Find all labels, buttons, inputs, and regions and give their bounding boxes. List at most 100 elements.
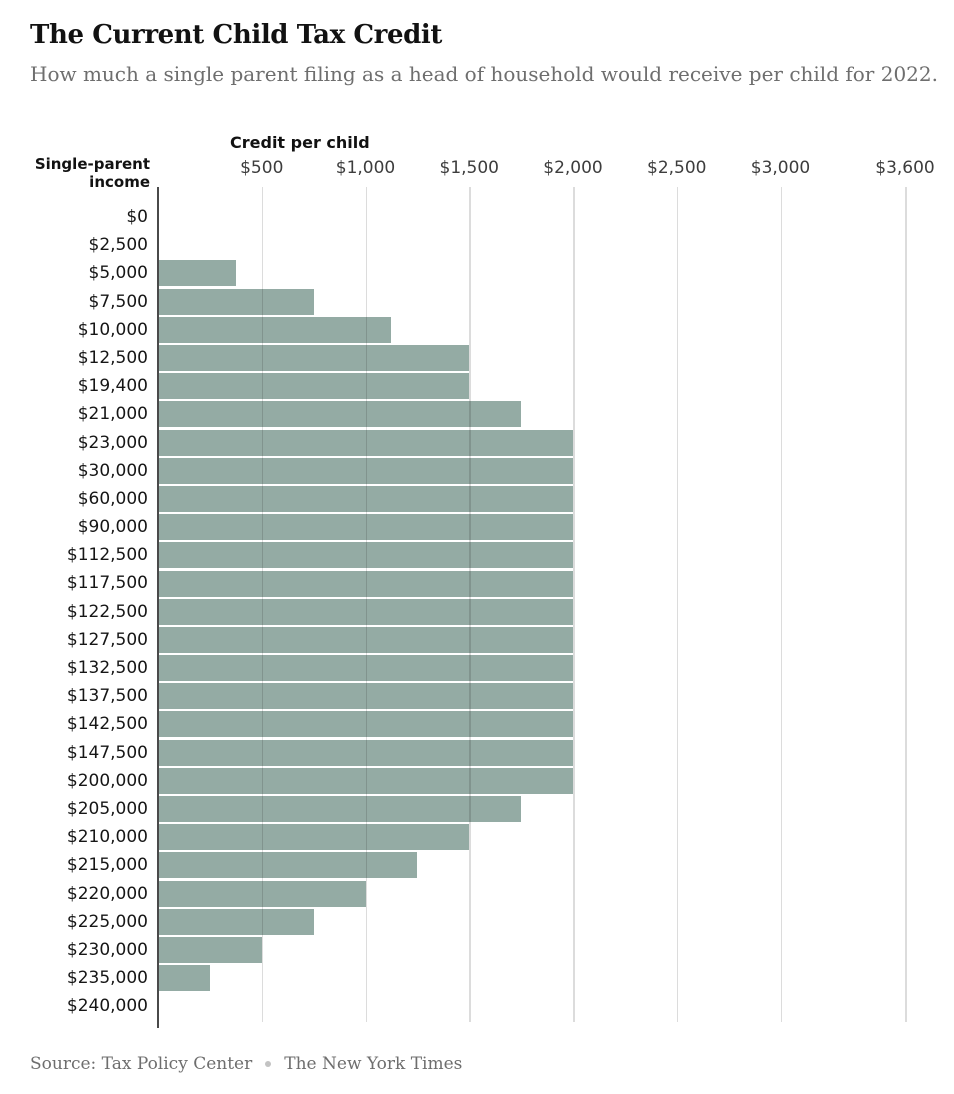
y-axis-line	[157, 187, 159, 1028]
bar-row	[158, 654, 905, 682]
bar-row	[158, 457, 905, 485]
gridline	[780, 187, 782, 1022]
y-axis-title: Single-parent income	[0, 155, 150, 191]
y-axis-label: $117,500	[66, 573, 148, 594]
bar-row	[158, 400, 905, 428]
bar-row	[158, 823, 905, 851]
bar	[158, 429, 573, 456]
bar-row	[158, 372, 905, 400]
bar	[158, 908, 314, 935]
y-axis-label: $122,500	[66, 601, 148, 622]
y-axis-label: $10,000	[77, 319, 148, 340]
y-axis-label: $23,000	[77, 432, 148, 453]
bar	[158, 711, 573, 738]
bar-row	[158, 682, 905, 710]
bar-row	[158, 598, 905, 626]
gridline	[261, 187, 264, 1022]
bar-row	[158, 429, 905, 457]
bar-row	[158, 767, 905, 795]
x-tick-label: $1,500	[439, 158, 499, 178]
x-axis-title: Credit per child	[230, 133, 370, 152]
gridline	[469, 187, 471, 1022]
y-axis-label: $21,000	[77, 404, 148, 425]
x-tick-label: $3,000	[750, 158, 811, 178]
y-axis-label: $142,500	[66, 714, 148, 735]
bar	[158, 767, 573, 794]
x-tick-label: $2,500	[647, 158, 707, 178]
bar	[158, 345, 470, 372]
x-tick-label: $1,000	[335, 158, 396, 178]
gridline	[365, 187, 367, 1022]
y-axis-label: $0	[126, 207, 148, 227]
y-axis-label: $225,000	[66, 911, 148, 932]
bar-row	[158, 795, 905, 823]
x-tick-label: $500	[240, 158, 284, 178]
y-axis-label: $12,500	[77, 347, 148, 368]
bar-row	[158, 541, 905, 569]
bar	[158, 514, 573, 541]
plot-area	[157, 187, 907, 1028]
separator-dot-icon	[265, 1061, 272, 1067]
bar	[158, 626, 573, 653]
bar-row	[158, 908, 905, 936]
bar	[158, 965, 210, 992]
bar-row	[158, 485, 905, 513]
bar-row	[158, 203, 905, 231]
y-axis-label: $112,500	[66, 545, 148, 566]
x-axis-tick-labels: $500 $1,000 $1,500 $2,000 $2,500 $3,000 $3,600	[158, 158, 935, 180]
bar	[158, 655, 573, 682]
bar	[158, 570, 573, 597]
bar	[158, 373, 470, 400]
y-axis-labels: $0 $2,500 $5,000 $7,500 $10,000 $12,500 $19,40…	[0, 203, 148, 1020]
bar	[158, 852, 418, 879]
bar-row	[158, 936, 905, 964]
bar-row	[158, 964, 905, 992]
y-axis-label: $205,000	[66, 798, 148, 819]
bar-row	[158, 316, 905, 344]
bar	[158, 485, 573, 512]
bar	[158, 401, 522, 428]
bar-row	[158, 992, 905, 1020]
y-axis-label: $132,500	[66, 658, 148, 678]
gridline	[905, 187, 907, 1022]
bar	[158, 598, 573, 625]
y-axis-label: $220,000	[66, 883, 148, 904]
y-axis-label: $235,000	[66, 968, 148, 989]
bar	[158, 683, 573, 710]
source-text: Source: Tax Policy Center	[30, 1054, 253, 1074]
bar-row	[158, 569, 905, 597]
bar-row	[158, 626, 905, 654]
chart-title: The Current Child Tax Credit	[30, 20, 442, 50]
bar	[158, 457, 573, 484]
y-axis-label: $240,000	[66, 996, 148, 1017]
bar	[158, 288, 314, 315]
bar	[158, 316, 392, 343]
y-axis-label: $2,500	[88, 235, 148, 256]
bar-row	[158, 513, 905, 541]
y-axis-label: $90,000	[77, 517, 148, 538]
y-axis-label: $127,500	[66, 629, 148, 650]
gridline	[573, 187, 575, 1022]
bar	[158, 796, 522, 823]
source-line: Source: Tax Policy Center The New York T…	[30, 1054, 462, 1074]
bar-row	[158, 880, 905, 908]
bar	[158, 542, 573, 569]
chart-subtitle: How much a single parent filing as a hea…	[30, 62, 938, 86]
y-axis-label: $137,500	[66, 686, 148, 707]
y-axis-label: $7,500	[88, 291, 148, 312]
bar-row	[158, 851, 905, 879]
y-axis-label: $19,400	[77, 376, 148, 397]
y-axis-title-line1: Single-parent	[34, 155, 150, 173]
bar	[158, 936, 262, 963]
y-axis-label: $230,000	[66, 939, 148, 960]
gridline	[676, 187, 679, 1022]
bar-row	[158, 231, 905, 259]
credit-text: The New York Times	[284, 1054, 463, 1074]
bar-row	[158, 288, 905, 316]
x-tick-label: $3,600	[875, 158, 935, 178]
y-axis-label: $215,000	[66, 855, 148, 876]
bar	[158, 260, 236, 287]
y-axis-title-line2: income	[89, 173, 150, 191]
y-axis-label: $30,000	[77, 460, 148, 481]
